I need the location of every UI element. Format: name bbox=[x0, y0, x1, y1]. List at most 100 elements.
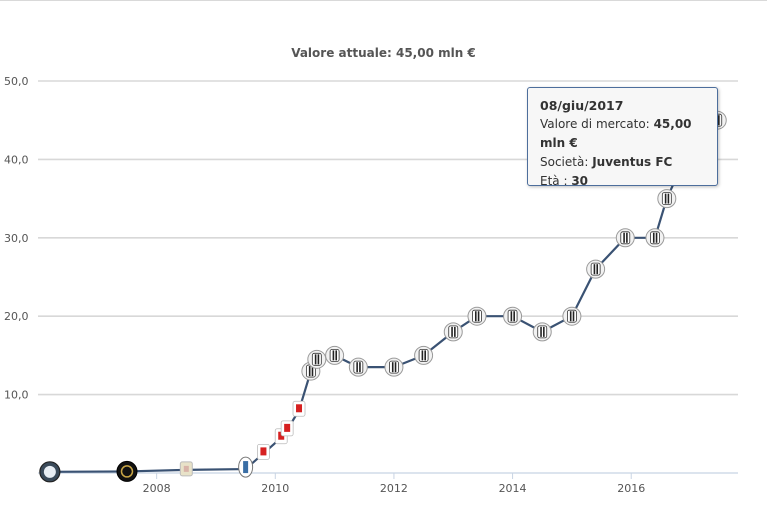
crest-stripe bbox=[569, 311, 572, 322]
club-crest-inner bbox=[43, 465, 56, 478]
crest-stripe bbox=[596, 264, 599, 275]
tooltip-date: 08/giu/2017 bbox=[540, 98, 624, 113]
data-point bbox=[348, 357, 368, 377]
tooltip-value: 45,00 mln € bbox=[540, 117, 692, 150]
y-tick-label: 30,0 bbox=[4, 232, 29, 245]
inter-crest-ring bbox=[120, 465, 134, 478]
atalanta-crest-stripe bbox=[243, 461, 249, 474]
data-point bbox=[179, 461, 193, 477]
data-point bbox=[325, 345, 345, 365]
inter-crest-icon bbox=[116, 460, 138, 482]
crest-stripe bbox=[359, 362, 361, 373]
data-point bbox=[39, 461, 61, 483]
crest-shield bbox=[620, 231, 631, 245]
data-point bbox=[384, 357, 404, 377]
data-point bbox=[562, 306, 582, 326]
tooltip-value-label: Valore di mercato: bbox=[540, 117, 650, 131]
crest-stripe bbox=[451, 326, 453, 337]
data-point bbox=[280, 420, 294, 437]
data-point bbox=[586, 259, 606, 279]
x-axis-ticks: 2008 2010 2012 2014 2016 bbox=[38, 472, 738, 495]
x-tick-label: 2014 bbox=[499, 482, 527, 495]
crest-stripe bbox=[474, 311, 477, 322]
crest-shield bbox=[353, 360, 364, 374]
tooltip-age: 30 bbox=[571, 174, 589, 188]
grid-lines bbox=[38, 80, 738, 396]
crest-shield bbox=[661, 192, 672, 206]
crest-shield bbox=[418, 348, 429, 362]
data-point bbox=[116, 460, 138, 482]
chart-title: Valore attuale: 45,00 mln € bbox=[291, 46, 476, 60]
crest-shield bbox=[590, 262, 601, 276]
x-tick-label: 2010 bbox=[261, 482, 289, 495]
bologna-crest-inner bbox=[284, 423, 291, 432]
crest-stripe bbox=[572, 311, 575, 322]
x-tick-label: 2012 bbox=[380, 482, 408, 495]
crest-stripe bbox=[314, 354, 317, 365]
bologna-crest-inner bbox=[296, 404, 303, 413]
crest-shield bbox=[650, 231, 660, 245]
crest-shield bbox=[566, 309, 577, 323]
crest-stripe bbox=[626, 232, 628, 243]
crest-stripe bbox=[543, 326, 545, 337]
crest-stripe bbox=[513, 311, 515, 322]
data-point bbox=[532, 322, 552, 342]
crest-stripe bbox=[335, 350, 338, 361]
crest-shield bbox=[448, 325, 459, 339]
data-point bbox=[657, 189, 677, 209]
data-point bbox=[467, 306, 487, 326]
tooltip-value-row: Valore di mercato: 45,00 mln € bbox=[540, 115, 705, 153]
crest-stripe bbox=[718, 115, 720, 126]
crest-stripe bbox=[421, 350, 424, 361]
data-point bbox=[503, 306, 523, 326]
data-point bbox=[238, 456, 254, 478]
crest-stripe bbox=[667, 193, 670, 204]
y-tick-label: 20,0 bbox=[4, 310, 29, 323]
crest-stripe bbox=[477, 311, 480, 322]
crest-stripe bbox=[308, 366, 311, 377]
data-point bbox=[257, 443, 270, 460]
crest-stripe bbox=[510, 311, 513, 322]
y-tick-label: 10,0 bbox=[4, 389, 29, 402]
crest-stripe bbox=[652, 232, 655, 243]
crest-shield bbox=[507, 309, 518, 323]
bologna-crest-inner bbox=[278, 431, 285, 440]
crest-shield bbox=[311, 352, 322, 366]
crest-stripe bbox=[311, 366, 314, 377]
bologna-crest-inner bbox=[260, 447, 267, 456]
tooltip-club-label: Società: bbox=[540, 155, 589, 169]
crest-stripe bbox=[664, 193, 667, 204]
data-point bbox=[645, 228, 665, 248]
crest-stripe bbox=[454, 326, 456, 337]
crest-stripe bbox=[356, 362, 358, 373]
crest-shield bbox=[389, 360, 399, 374]
data-point bbox=[615, 228, 635, 248]
tooltip-club-row: Società: Juventus FC bbox=[540, 153, 705, 172]
data-tooltip: 08/giu/2017 Valore di mercato: 45,00 mln… bbox=[527, 87, 718, 188]
data-point bbox=[443, 322, 463, 342]
crest-stripe bbox=[424, 350, 426, 361]
x-tick-label: 2008 bbox=[143, 482, 171, 495]
data-point bbox=[292, 400, 306, 417]
crest-stripe bbox=[593, 264, 596, 275]
crest-stripe bbox=[317, 354, 320, 365]
club-crest-inner bbox=[183, 465, 189, 472]
crest-stripe bbox=[540, 326, 542, 337]
y-tick-label: 50,0 bbox=[4, 75, 29, 88]
crest-shield bbox=[472, 309, 482, 323]
crest-shield bbox=[329, 348, 340, 362]
crest-stripe bbox=[391, 362, 394, 373]
crest-stripe bbox=[623, 232, 625, 243]
data-point bbox=[414, 345, 434, 365]
crest-stripe bbox=[332, 350, 335, 361]
y-axis-ticks: 10,0 20,0 30,0 40,0 50,0 bbox=[4, 75, 29, 402]
x-tick-label: 2016 bbox=[617, 482, 645, 495]
tooltip-club: Juventus FC bbox=[592, 155, 673, 169]
y-tick-label: 40,0 bbox=[4, 153, 29, 166]
tooltip-age-label: Età : bbox=[540, 174, 568, 188]
crest-stripe bbox=[655, 232, 658, 243]
crest-shield bbox=[537, 325, 548, 339]
data-point bbox=[307, 349, 327, 369]
